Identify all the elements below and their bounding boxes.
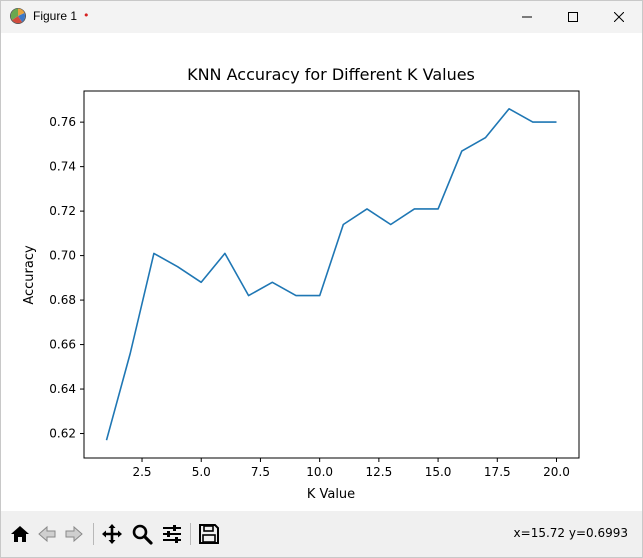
chart-title: KNN Accuracy for Different K Values (187, 65, 475, 84)
unsaved-indicator: • (83, 9, 90, 22)
figure-canvas[interactable]: KNN Accuracy for Different K Values 2.5 5… (1, 33, 642, 511)
x-tick-label: 7.5 (251, 465, 270, 479)
y-tick-label: 0.66 (49, 338, 76, 352)
window-title: Figure 1 (33, 9, 78, 23)
x-axis-ticks: 2.5 5.0 7.5 10.0 12.5 15.0 17.5 20.0 (132, 458, 570, 479)
y-axis-ticks: 0.62 0.64 0.66 0.68 0.70 0.72 0.74 0.76 (49, 115, 84, 441)
configure-subplots-button[interactable] (159, 521, 185, 547)
maximize-icon (568, 12, 578, 22)
matplotlib-app-icon (9, 7, 27, 25)
zoom-button[interactable] (129, 521, 155, 547)
forward-button[interactable] (61, 521, 87, 547)
axes-frame (83, 90, 580, 459)
home-button[interactable] (7, 521, 33, 547)
y-tick-label: 0.72 (49, 204, 76, 218)
pan-button[interactable] (99, 521, 125, 547)
x-tick-label: 10.0 (306, 465, 333, 479)
zoom-icon (132, 524, 153, 545)
close-button[interactable] (596, 1, 642, 33)
minimize-icon (522, 16, 532, 18)
back-button[interactable] (34, 521, 60, 547)
pan-icon (102, 524, 122, 544)
title-bar[interactable]: Figure 1 • (1, 1, 642, 33)
y-tick-label: 0.70 (49, 249, 76, 263)
y-tick-label: 0.68 (49, 293, 76, 307)
minimize-button[interactable] (504, 1, 550, 33)
toolbar-separator (93, 523, 94, 545)
x-tick-label: 5.0 (192, 465, 211, 479)
configure-subplots-icon (163, 525, 181, 543)
x-tick-label: 20.0 (543, 465, 570, 479)
x-tick-label: 12.5 (366, 465, 393, 479)
line-chart: KNN Accuracy for Different K Values 2.5 5… (22, 65, 580, 502)
y-tick-label: 0.62 (49, 427, 76, 441)
close-icon (614, 12, 624, 22)
maximize-button[interactable] (550, 1, 596, 33)
y-tick-label: 0.76 (49, 115, 76, 129)
y-tick-label: 0.74 (49, 160, 76, 174)
x-tick-label: 17.5 (484, 465, 511, 479)
save-icon (199, 524, 219, 544)
y-tick-label: 0.64 (49, 382, 76, 396)
x-axis-label: K Value (307, 487, 355, 502)
accuracy-series-line (105, 108, 557, 441)
back-arrow-icon (38, 525, 56, 543)
navigation-toolbar: x=15.72 y=0.6993 (1, 511, 642, 557)
save-button[interactable] (196, 521, 222, 547)
cursor-coordinates: x=15.72 y=0.6993 (513, 526, 628, 540)
y-axis-label: Accuracy (22, 245, 37, 305)
home-icon (11, 526, 29, 542)
x-tick-label: 2.5 (132, 465, 151, 479)
toolbar-separator (190, 523, 191, 545)
forward-arrow-icon (65, 525, 83, 543)
x-tick-label: 15.0 (425, 465, 452, 479)
